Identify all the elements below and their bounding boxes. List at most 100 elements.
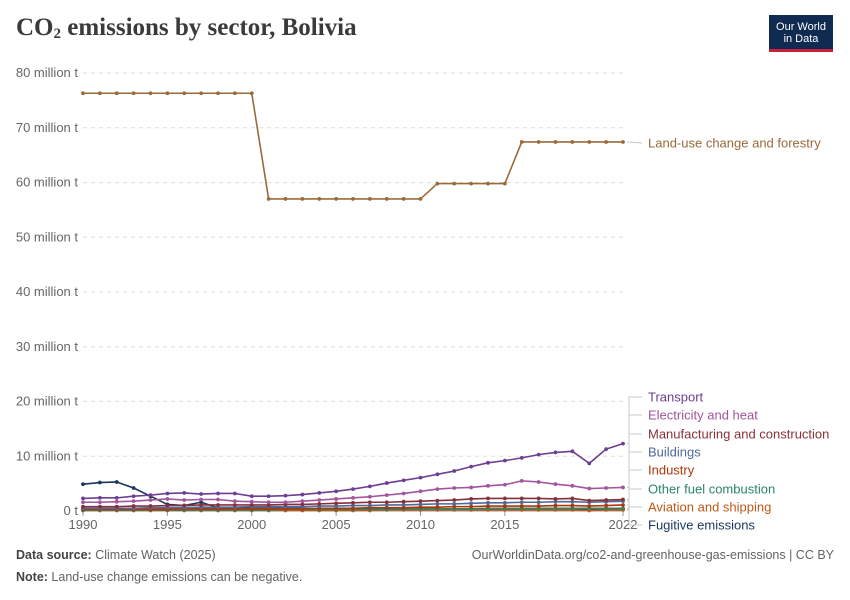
data-point (570, 496, 575, 501)
data-point (502, 496, 507, 501)
data-point (401, 478, 406, 483)
data-point (418, 505, 423, 510)
data-point (486, 496, 490, 501)
data-point (367, 484, 372, 489)
data-point (182, 91, 187, 96)
data-point (249, 91, 254, 96)
data-point (536, 140, 541, 144)
note-label: Note: (16, 570, 48, 584)
data-point (621, 485, 625, 490)
data-point (367, 500, 372, 505)
x-tick-label: 2022 (609, 517, 638, 532)
source-url[interactable]: OurWorldinData.org/co2-and-greenhouse-ga… (471, 548, 834, 562)
logo-line-2: in Data (783, 33, 819, 45)
data-point (486, 460, 490, 465)
data-point (131, 499, 136, 504)
owid-logo[interactable]: Our World in Data (769, 15, 833, 52)
data-point (300, 502, 305, 507)
data-point (351, 503, 355, 508)
data-point (536, 500, 541, 505)
data-point (216, 503, 220, 507)
data-point (486, 504, 490, 508)
title-rest: emissions by sector, Bolivia (61, 14, 357, 41)
data-point (519, 478, 524, 483)
data-point (199, 497, 204, 502)
source-label: Data source: (16, 548, 92, 562)
data-point (97, 500, 102, 505)
series-label: Transport (648, 390, 704, 405)
data-point (536, 504, 541, 508)
label-connector (627, 488, 642, 509)
data-point (182, 491, 187, 495)
data-point (519, 140, 524, 144)
data-point (486, 483, 490, 488)
data-point (587, 461, 592, 466)
data-point (536, 496, 541, 501)
data-point (384, 197, 389, 201)
data-point (435, 505, 440, 510)
data-point (469, 464, 474, 469)
data-point (469, 485, 474, 490)
data-point (536, 452, 541, 457)
data-point (165, 497, 170, 501)
y-tick-label: 80 million t (16, 65, 79, 80)
data-point (401, 491, 406, 496)
data-point (283, 197, 288, 201)
data-point (232, 499, 237, 504)
data-point (199, 492, 204, 496)
data-point (266, 197, 271, 201)
data-point (283, 500, 288, 505)
y-tick-label: 0 t (64, 503, 79, 518)
data-point (502, 500, 507, 505)
series-label: Electricity and heat (648, 408, 758, 423)
series-label: Land-use change and forestry (648, 136, 821, 151)
data-point (114, 480, 119, 484)
x-tick-label: 1990 (69, 517, 98, 532)
data-point (502, 458, 507, 463)
data-point (452, 486, 457, 490)
data-point (266, 503, 271, 507)
data-point (401, 197, 406, 201)
title-main: CO (16, 14, 54, 41)
data-point (81, 482, 85, 487)
data-point (553, 140, 558, 144)
series-label: Buildings (648, 445, 701, 460)
data-point (570, 483, 575, 488)
data-point (131, 486, 136, 490)
data-point (452, 501, 457, 506)
data-point (435, 181, 440, 186)
data-point (401, 499, 406, 504)
data-point (519, 504, 524, 508)
chart-note: Note: Land-use change emissions can be n… (16, 570, 302, 584)
data-point (621, 441, 625, 446)
data-point (604, 447, 609, 452)
data-point (384, 481, 389, 485)
data-point (604, 486, 609, 490)
data-point (604, 503, 609, 508)
data-point (502, 181, 507, 186)
data-point (587, 140, 592, 144)
data-point (216, 91, 220, 96)
data-point (114, 499, 119, 504)
data-point (367, 503, 372, 508)
data-point (300, 499, 305, 504)
data-point (199, 500, 204, 505)
data-point (486, 500, 490, 505)
data-point (536, 480, 541, 484)
series-label: Aviation and shipping (648, 500, 771, 515)
data-point (317, 491, 322, 495)
data-point (317, 197, 322, 201)
data-point (553, 482, 558, 487)
data-point (418, 197, 423, 201)
data-point (216, 491, 220, 496)
data-point (232, 91, 237, 96)
data-point (418, 475, 423, 480)
data-point (418, 502, 423, 507)
data-point (452, 469, 457, 473)
x-tick-label: 2010 (406, 517, 435, 532)
data-point (97, 91, 102, 96)
data-point (283, 493, 288, 498)
y-tick-label: 10 million t (16, 448, 79, 463)
data-point (570, 506, 575, 511)
data-point (182, 498, 187, 502)
